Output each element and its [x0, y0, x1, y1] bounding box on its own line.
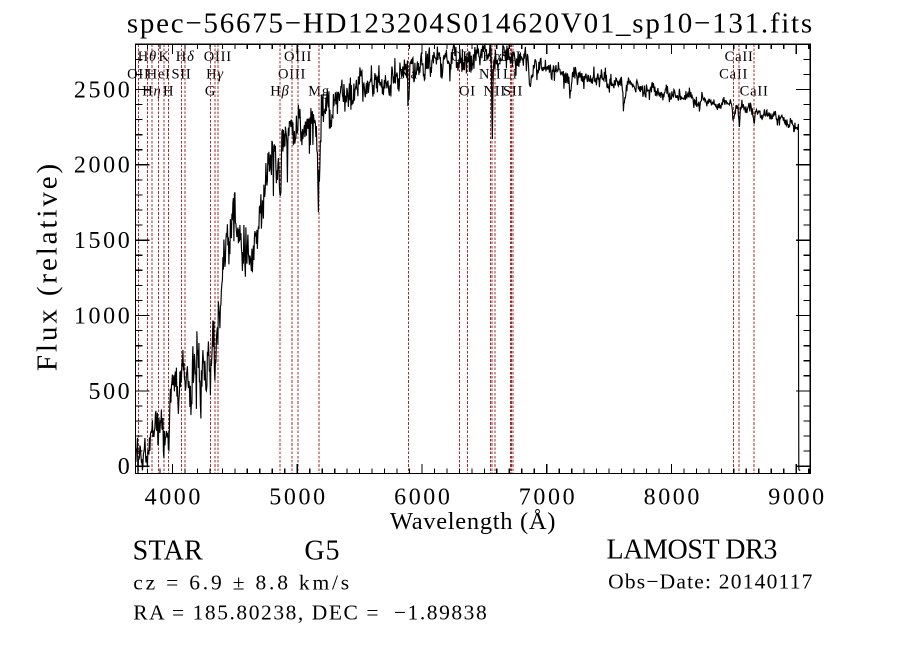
svg-text:8000: 8000: [644, 485, 702, 511]
svg-text:1500: 1500: [74, 228, 132, 254]
svg-text:2000: 2000: [74, 153, 132, 179]
svg-text:Wavelength (Å): Wavelength (Å): [390, 508, 556, 535]
svg-text:RA = 185.80238, DEC = −1.8983: RA = 185.80238, DEC = −1.89838: [133, 600, 488, 624]
svg-text:spec−56675−HD123204S014620V01_: spec−56675−HD123204S014620V01_sp10−131.f…: [127, 8, 814, 40]
svg-text:LAMOST DR3: LAMOST DR3: [607, 535, 778, 566]
svg-text:500: 500: [88, 379, 132, 405]
svg-text:0: 0: [118, 454, 133, 480]
svg-text:6000: 6000: [394, 485, 452, 511]
svg-text:Obs−Date: 20140117: Obs−Date: 20140117: [608, 569, 814, 593]
svg-text:cz = 6.9 ± 8.8 km/s: cz = 6.9 ± 8.8 km/s: [133, 571, 352, 595]
svg-text:STAR: STAR: [133, 536, 204, 567]
svg-text:2500: 2500: [74, 77, 132, 103]
svg-text:4000: 4000: [145, 485, 203, 511]
svg-text:G5: G5: [304, 536, 340, 567]
svg-text:5000: 5000: [269, 485, 327, 511]
svg-text:7000: 7000: [519, 485, 577, 511]
svg-text:9000: 9000: [768, 485, 826, 511]
svg-text:Flux (relative): Flux (relative): [31, 161, 63, 371]
svg-text:1000: 1000: [74, 303, 132, 329]
